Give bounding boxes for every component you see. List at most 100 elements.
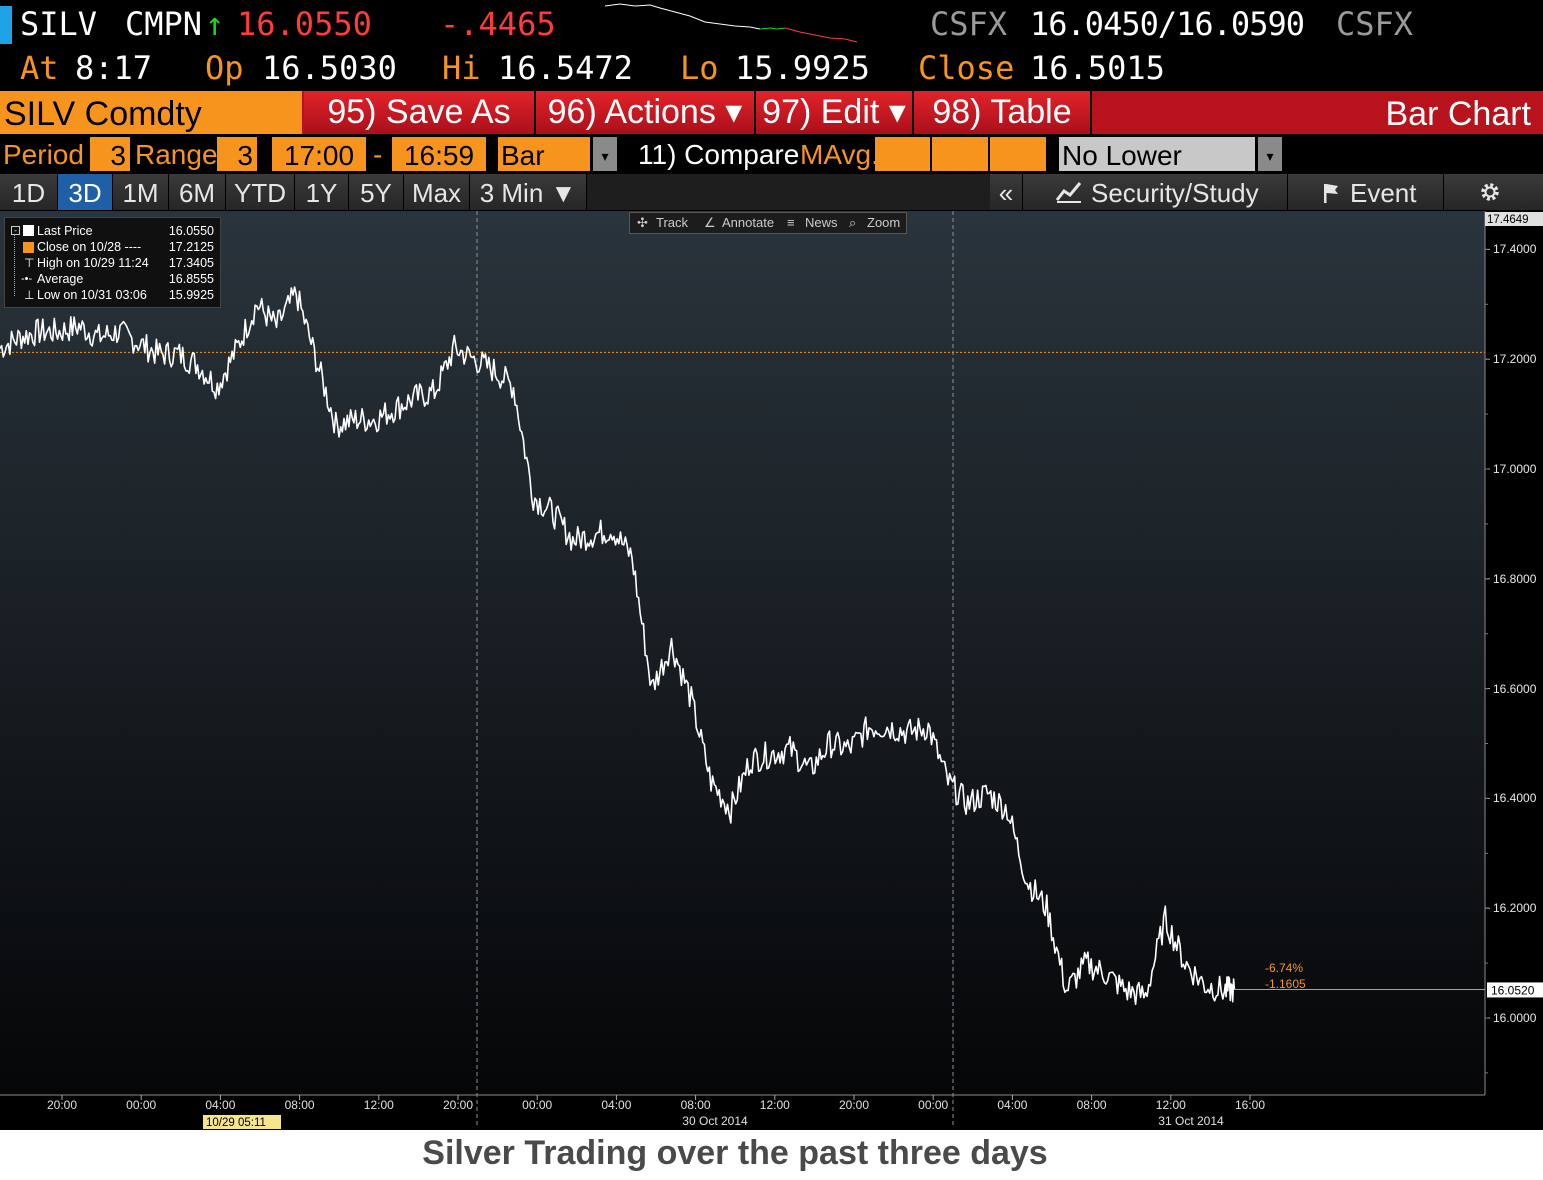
plot-background <box>0 211 1485 1095</box>
actions-menu-button[interactable]: 96) Actions ▾ <box>536 91 756 134</box>
mavg-label[interactable]: MAvg. <box>800 139 879 170</box>
x-tick-label: 12:00 <box>364 1098 394 1112</box>
legend-swatch-white <box>23 225 34 236</box>
mavg-input-1[interactable] <box>875 137 930 171</box>
bloomberg-terminal-window: SILV CMPN ↑ 16.0550 -.4465 CSFX 16.0450/… <box>0 0 1543 1130</box>
figure-caption: Silver Trading over the past three days <box>422 1134 1048 1172</box>
bid-source: CSFX <box>930 5 1008 43</box>
price-chart[interactable]: 20:00 00:00 04:00 08:00 12:00 20:00 00:00 04:00… <box>0 211 1543 1130</box>
legend-swatch-orange <box>23 242 34 253</box>
sparkline-white <box>605 3 761 30</box>
tab-6m[interactable]: 6M <box>169 174 226 210</box>
x-tick-label: 04:00 <box>997 1098 1027 1112</box>
y-tick-label: 16.4000 <box>1493 791 1537 806</box>
zoom-icon: ⌕ <box>849 215 857 230</box>
range-dash: - <box>373 139 383 170</box>
annotate-icon: ∠ <box>704 215 716 230</box>
y-tick-label: 16.2000 <box>1493 901 1537 916</box>
mavg-input-3[interactable] <box>990 137 1046 171</box>
y-tick-label: 17.2000 <box>1493 352 1537 367</box>
high-label: Hi <box>442 49 481 87</box>
chart-style-select[interactable]: Bar <box>498 137 590 171</box>
x-tick-label: 08:00 <box>285 1098 315 1112</box>
chart-legend[interactable]: - Last Price 16.0550 Close on 10/28 ----… <box>4 217 221 308</box>
legend-row-low: ⊥ Low on 10/31 03:06 15.9925 <box>5 287 220 303</box>
legend-label: Average <box>37 272 84 286</box>
legend-row-last-price: - Last Price 16.0550 <box>5 223 220 239</box>
legend-value: 17.2125 <box>168 240 214 254</box>
legend-value: 17.3405 <box>168 256 214 270</box>
x-tick-label: 20:00 <box>47 1098 77 1112</box>
x-tick-label: 00:00 <box>918 1098 948 1112</box>
open-label: Op <box>205 49 244 87</box>
tab-3d[interactable]: 3D <box>58 174 113 210</box>
security-study-button[interactable]: Security/Study <box>1023 174 1288 210</box>
date-label-3: 31 Oct 2014 <box>1158 1114 1224 1128</box>
settings-button[interactable] <box>1444 174 1543 210</box>
chart-style-dropdown-icon[interactable]: ▾ <box>593 137 617 171</box>
x-tick-label: 04:00 <box>205 1098 235 1112</box>
lower-chart-select[interactable]: No Lower Chart <box>1059 137 1255 209</box>
tab-5y[interactable]: 5Y <box>349 174 404 210</box>
tab-max[interactable]: Max <box>404 174 470 210</box>
price-series-line <box>0 286 1236 1006</box>
date-label-1-text: 10/29 05:11 <box>206 1117 266 1129</box>
tab-1d[interactable]: 1D <box>0 174 58 210</box>
close-label: Close <box>918 49 1015 87</box>
open-value: 16.5030 <box>262 49 397 87</box>
at-time: 8:17 <box>75 49 153 87</box>
start-time-input[interactable]: 17:00 <box>272 137 366 171</box>
x-tick-label: 04:00 <box>601 1098 631 1112</box>
zoom-tool[interactable]: Zoom <box>867 215 901 230</box>
top-price-label: 17.4649 <box>1487 214 1529 226</box>
x-tick-label: 12:00 <box>1156 1098 1186 1112</box>
edit-menu-button[interactable]: 97) Edit ▾ <box>756 91 914 134</box>
track-icon: ✣ <box>637 215 648 230</box>
range-input[interactable]: 3 <box>217 137 257 171</box>
tab-1y[interactable]: 1Y <box>295 174 349 210</box>
low-marker-icon: ⊥ <box>24 288 35 302</box>
last-price-tag <box>1487 982 1543 998</box>
average-marker-icon: -•- <box>21 273 33 285</box>
ask-source: CSFX <box>1336 5 1414 43</box>
collapse-button[interactable]: « <box>990 174 1023 210</box>
legend-row-high: ⊤ High on 10/29 11:24 17.3405 <box>5 255 220 271</box>
tab-1m[interactable]: 1M <box>113 174 169 210</box>
tab-interval-select[interactable]: 3 Min ▼ <box>470 174 587 210</box>
quote-source: CMPN <box>125 5 203 43</box>
legend-value: 16.8555 <box>168 272 214 286</box>
y-axis-background <box>1485 211 1543 1095</box>
security-field[interactable]: SILV Comdty <box>0 91 302 134</box>
at-label: At <box>20 49 59 87</box>
y-tick-label: 16.0000 <box>1493 1011 1537 1025</box>
news-tool[interactable]: News <box>805 215 838 230</box>
end-time-input[interactable]: 16:59 <box>392 137 486 171</box>
x-tick-label: 20:00 <box>443 1098 473 1112</box>
save-as-button[interactable]: 95) Save As <box>304 91 536 134</box>
legend-row-close: Close on 10/28 ---- 17.2125 <box>5 239 220 255</box>
period-label: Period <box>3 139 84 170</box>
y-tick-label: 16.6000 <box>1493 681 1537 696</box>
track-tool[interactable]: Track <box>656 215 689 230</box>
legend-label: High on 10/29 11:24 <box>37 256 149 270</box>
legend-label: Close on 10/28 ---- <box>37 240 142 254</box>
legend-value: 15.9925 <box>168 288 214 302</box>
y-tick-label: 17.4000 <box>1493 242 1537 257</box>
mavg-input-2[interactable] <box>932 137 988 171</box>
x-tick-label: 08:00 <box>681 1098 711 1112</box>
period-input[interactable]: 3 <box>90 137 130 171</box>
compare-label[interactable]: 11) Compare <box>638 139 800 170</box>
table-button[interactable]: 98) Table <box>914 91 1092 134</box>
legend-label: Low on 10/31 03:06 <box>37 288 147 302</box>
ticker[interactable]: SILV <box>20 5 98 43</box>
legend-collapse-icon[interactable]: - <box>11 226 20 235</box>
lower-chart-dropdown-icon[interactable]: ▾ <box>1258 137 1282 171</box>
x-tick-label: 00:00 <box>522 1098 552 1112</box>
annotate-tool[interactable]: Annotate <box>722 215 775 230</box>
abs-change-label: -1.1605 <box>1265 977 1306 991</box>
event-button[interactable]: Event <box>1288 174 1444 210</box>
focus-marker <box>0 6 12 44</box>
tab-ytd[interactable]: YTD <box>226 174 295 210</box>
up-arrow-icon: ↑ <box>205 5 225 43</box>
y-tick-label: 16.8000 <box>1493 571 1537 586</box>
